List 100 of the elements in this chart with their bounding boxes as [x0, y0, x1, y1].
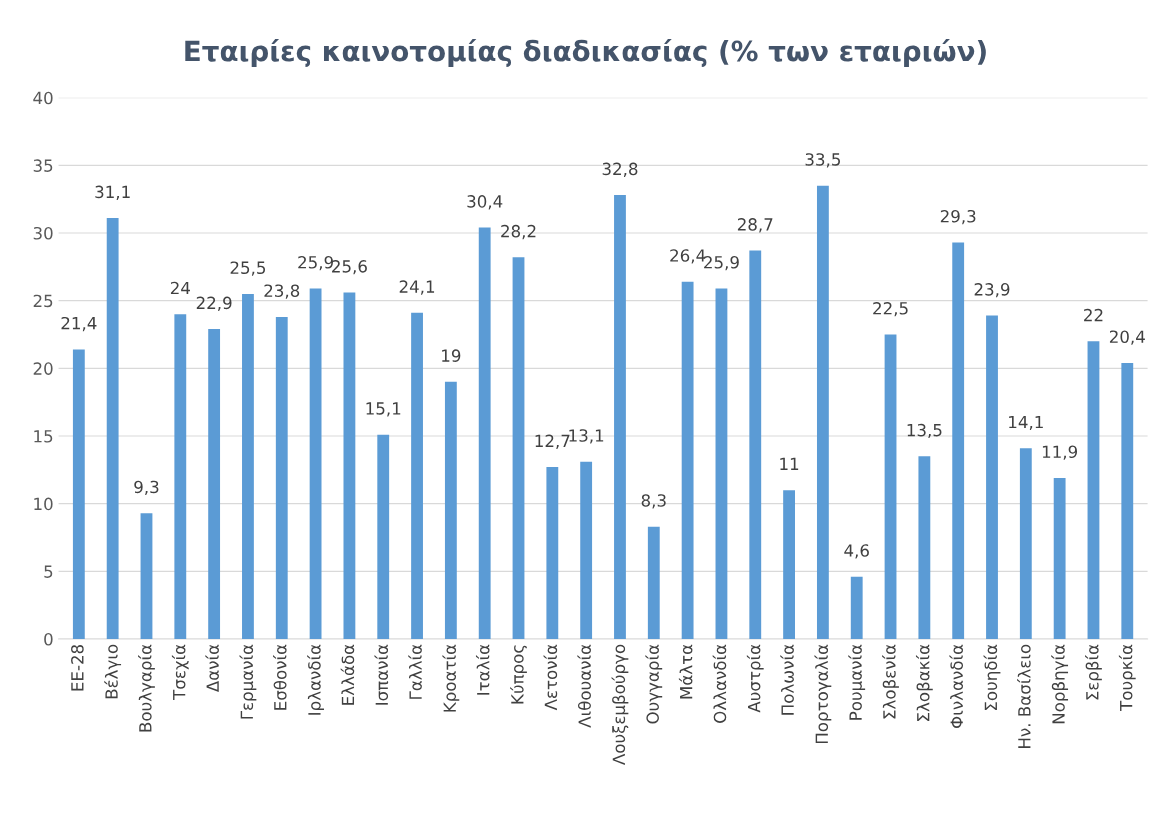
x-tick-label: Βουλγαρία — [138, 644, 155, 732]
x-tick-label: Εσθονία — [273, 644, 287, 710]
data-label: 9,3 — [134, 480, 159, 495]
bar — [1053, 477, 1066, 639]
x-tick-label: Σλοβακία — [915, 644, 933, 721]
data-label: 4,6 — [844, 544, 869, 559]
data-label: 29,3 — [940, 209, 976, 225]
x-tick-label: Γαλλία — [408, 644, 422, 699]
x-tick-label: Σερβία — [1085, 644, 1102, 700]
chart-title: Εταιρίες καινοτομίας διαδικασίας (% των εταιριών) — [185, 38, 986, 67]
x-tick-label: Ολλανδία — [712, 644, 727, 723]
data-label: 24,1 — [399, 280, 435, 295]
x-tick-label: Πορτογαλία — [814, 644, 832, 744]
x-tick-label: Τουρκία — [1118, 644, 1136, 711]
bar — [174, 314, 187, 639]
bar — [918, 456, 931, 639]
y-tick-label: 10 — [34, 497, 53, 511]
x-tick-label: Ρουμανία — [848, 644, 866, 720]
bar — [986, 315, 998, 639]
x-tick-label: Λιθουανία — [577, 644, 591, 728]
x-tick-label: Ουγγαρία — [645, 644, 663, 724]
data-label: 24 — [170, 281, 190, 295]
x-tick-label: Μάλτα — [678, 644, 693, 699]
data-label: 23,8 — [264, 284, 300, 299]
y-tick-label: 0 — [44, 632, 53, 646]
data-label: 23,9 — [974, 283, 1010, 298]
data-label: 19 — [442, 349, 461, 362]
data-label: 32,8 — [602, 162, 638, 177]
x-tick-label: Φινλανδία — [949, 644, 964, 728]
bar — [309, 288, 322, 639]
data-label: 11 — [780, 457, 799, 470]
x-tick-label: ΕΕ-28 — [71, 644, 84, 691]
data-label: 13,5 — [907, 423, 942, 439]
bar — [478, 227, 491, 639]
bar — [411, 312, 423, 639]
bar — [647, 526, 660, 639]
data-label: 20,4 — [1109, 330, 1145, 345]
y-tick-label: 35 — [33, 159, 53, 172]
bar — [816, 185, 829, 639]
bar — [1121, 362, 1134, 639]
x-tick-label: Σουηδία — [983, 644, 1001, 710]
data-label: 21,4 — [61, 316, 97, 332]
x-tick-label: Νορβηγία — [1051, 644, 1069, 724]
data-label: 12,7 — [535, 434, 570, 449]
x-tick-label: Λετονία — [543, 644, 558, 711]
data-label: 22 — [1084, 308, 1103, 322]
x-tick-label: Ιρλανδία — [307, 644, 324, 715]
bar — [952, 242, 965, 639]
data-label: 22,5 — [873, 302, 908, 317]
bar — [546, 467, 559, 639]
data-label: 26,4 — [670, 249, 706, 264]
data-label: 25,9 — [704, 255, 739, 271]
data-label: 30,4 — [467, 195, 503, 210]
bar — [444, 381, 457, 639]
x-tick-label: Κύπρος — [510, 645, 527, 704]
bar — [208, 329, 221, 639]
bar — [614, 195, 626, 639]
data-label: 11,9 — [1042, 445, 1078, 460]
x-tick-label: Τσεχία — [171, 644, 189, 700]
bar — [681, 281, 694, 639]
data-label: 25,6 — [332, 260, 367, 275]
bar — [715, 288, 728, 639]
data-label: 28,7 — [737, 218, 773, 233]
y-tick-label: 30 — [33, 226, 53, 240]
y-tick-label: 20 — [33, 362, 53, 375]
bar — [72, 349, 85, 639]
y-tick-label: 25 — [33, 294, 53, 308]
x-tick-label: Αυστρία — [746, 644, 764, 713]
bar — [580, 461, 593, 639]
bar — [377, 434, 390, 639]
bar — [850, 576, 863, 639]
data-label: 33,5 — [805, 153, 840, 168]
x-tick-label: Κροατία — [442, 644, 460, 712]
bar — [749, 250, 762, 639]
y-tick-label: 15 — [34, 430, 53, 443]
data-label: 25,9 — [298, 255, 333, 271]
x-tick-label: Ην. Βασίλειο — [1017, 644, 1031, 748]
x-tick-label: Ελλάδα — [340, 644, 355, 705]
x-tick-label: Γερμανία — [239, 644, 257, 719]
data-label: 22,9 — [196, 296, 232, 311]
bar — [140, 513, 153, 639]
bar — [783, 490, 795, 639]
data-label: 8,3 — [641, 494, 666, 509]
x-tick-label: Βέλγιο — [104, 644, 122, 699]
x-tick-label: Ισπανία — [374, 644, 389, 705]
data-label: 14,1 — [1009, 415, 1043, 430]
y-tick-label: 5 — [44, 565, 53, 578]
data-label: 13,1 — [569, 429, 604, 444]
bar — [512, 257, 525, 639]
x-tick-label: Σλοβενία — [882, 644, 899, 719]
data-label: 28,2 — [501, 224, 536, 240]
y-tick-label: 40 — [33, 91, 53, 105]
data-label: 31,1 — [95, 185, 130, 200]
data-label: 15,1 — [366, 402, 401, 417]
bar — [275, 316, 288, 639]
x-tick-label: Πολωνία — [780, 644, 794, 715]
x-tick-label: Λουξεμβούργο — [611, 644, 629, 765]
data-label: 25,5 — [230, 261, 266, 276]
x-tick-label: Ιταλία — [475, 644, 490, 695]
bar — [884, 334, 897, 639]
